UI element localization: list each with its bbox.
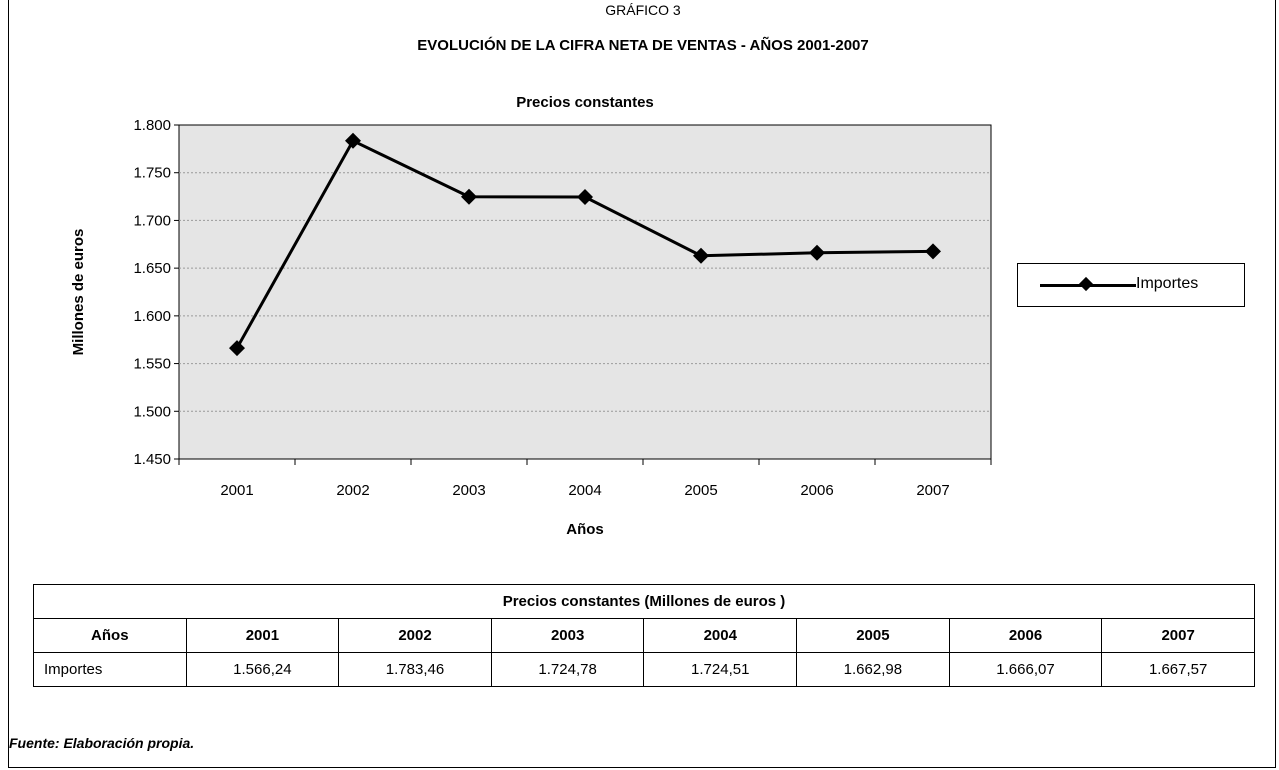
table-row: Importes 1.566,24 1.783,46 1.724,78 1.72… <box>33 652 1255 687</box>
table-cell: 1.667,57 <box>1101 652 1255 687</box>
y-axis-label: Millones de euros <box>70 229 87 356</box>
data-point <box>693 247 709 264</box>
chart-title: Precios constantes <box>516 94 654 111</box>
x-axis-label: Años <box>566 521 604 538</box>
x-tick-label: 2001 <box>220 482 253 499</box>
table-cell: 1.724,51 <box>643 652 798 687</box>
y-tick-label: 1.700 <box>133 212 171 229</box>
y-tick-label: 1.500 <box>133 403 171 420</box>
x-tick-label: 2003 <box>452 482 485 499</box>
x-tick-label: 2002 <box>336 482 369 499</box>
figure-frame: GRÁFICO 3 EVOLUCIÓN DE LA CIFRA NETA DE … <box>8 0 1276 768</box>
table-cell: 1.783,46 <box>338 652 492 687</box>
table-row-label: Importes <box>33 652 187 687</box>
data-table: Precios constantes (Millones de euros ) … <box>33 584 1255 687</box>
data-point <box>925 243 941 260</box>
table-cell: 1.724,78 <box>490 652 645 687</box>
y-tick-label: 1.550 <box>133 356 171 373</box>
x-tick-label: 2006 <box>800 482 833 499</box>
plot-area <box>178 124 992 460</box>
y-tick-label: 1.600 <box>133 308 171 325</box>
x-tick-label: 2004 <box>568 482 601 499</box>
table-year: 2007 <box>1101 618 1255 653</box>
table-year: 2004 <box>643 618 798 653</box>
y-tick-label: 1.650 <box>133 260 171 277</box>
y-tick-label: 1.800 <box>133 117 171 134</box>
x-tick-label: 2007 <box>916 482 949 499</box>
source-note: Fuente: Elaboración propia. <box>9 735 195 751</box>
table-year: 2005 <box>796 618 950 653</box>
y-tick-label: 1.450 <box>133 451 171 468</box>
table-caption: Precios constantes (Millones de euros ) <box>33 584 1255 619</box>
table-header-row: Años 2001 2002 2003 2004 2005 2006 2007 <box>33 618 1255 653</box>
data-point <box>461 188 477 205</box>
table-header-label: Años <box>33 618 187 653</box>
table-year: 2001 <box>185 618 340 653</box>
data-point <box>577 189 593 206</box>
table-year: 2006 <box>948 618 1103 653</box>
data-point <box>229 340 245 357</box>
y-tick-label: 1.750 <box>133 165 171 182</box>
figure-kicker: GRÁFICO 3 <box>605 2 681 18</box>
legend-diamond-marker <box>1078 276 1094 292</box>
table-cell: 1.662,98 <box>796 652 950 687</box>
table-cell: 1.666,07 <box>948 652 1103 687</box>
line-chart: 1.450 1.500 1.550 1.600 1.650 1.700 1.750 1.800… <box>70 94 992 538</box>
data-point <box>809 244 825 261</box>
x-tick-label: 2005 <box>684 482 717 499</box>
legend-label: Importes <box>1136 275 1199 292</box>
table-year: 2002 <box>338 618 492 653</box>
table-cell: 1.566,24 <box>185 652 340 687</box>
data-point <box>345 132 361 149</box>
figure-title: EVOLUCIÓN DE LA CIFRA NETA DE VENTAS - A… <box>417 37 869 54</box>
chart-legend: Importes <box>1017 263 1245 307</box>
table-year: 2003 <box>490 618 645 653</box>
